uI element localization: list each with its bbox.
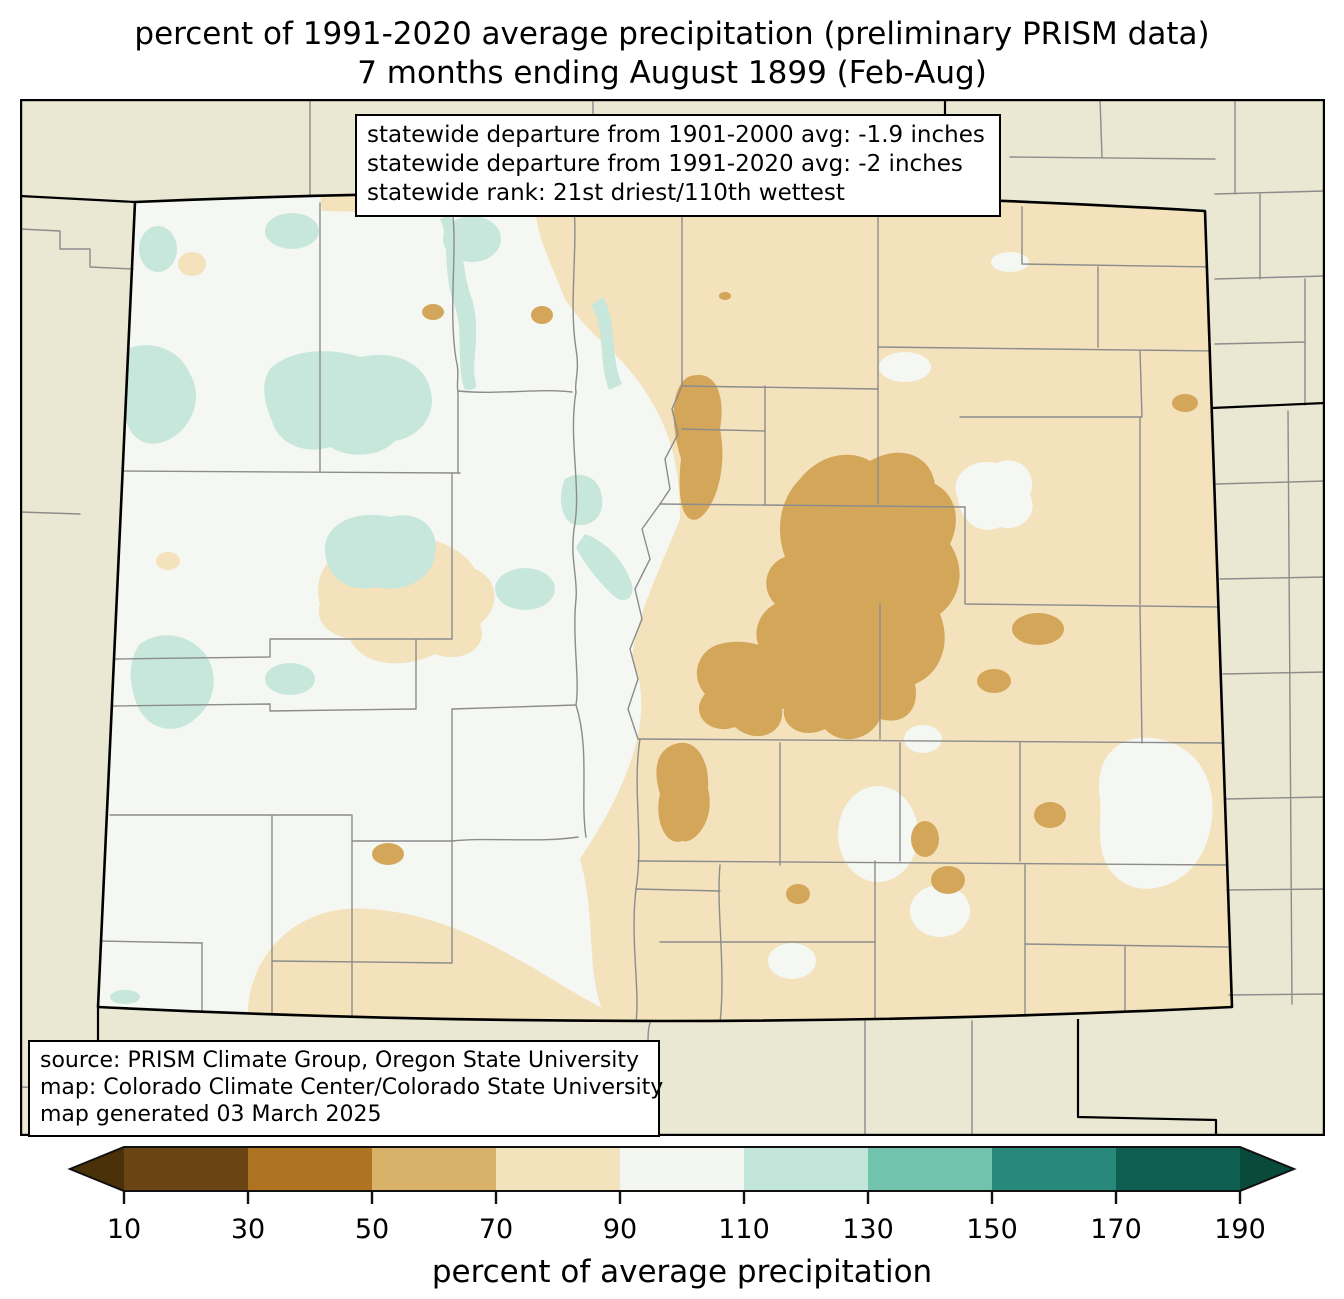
page-title-line2: 7 months ending August 1899 (Feb-Aug) bbox=[357, 55, 987, 91]
mint-patch bbox=[325, 514, 436, 589]
tick-label: 10 bbox=[107, 1214, 141, 1245]
mint-patch bbox=[561, 474, 603, 526]
source-attribution-box: source: PRISM Climate Group, Oregon Stat… bbox=[28, 1040, 664, 1137]
brown-spot bbox=[1034, 802, 1066, 828]
map-panel: statewide departure from 1901-2000 avg: … bbox=[20, 99, 1325, 1137]
colorbar-segment bbox=[620, 1147, 744, 1191]
mint-patch bbox=[265, 663, 315, 695]
tick-label: 30 bbox=[231, 1214, 265, 1245]
tick-label: 190 bbox=[1214, 1214, 1266, 1245]
brown-patch-south bbox=[656, 742, 710, 842]
colorbar-segment bbox=[868, 1147, 992, 1191]
tick-label: 90 bbox=[603, 1214, 637, 1245]
map-credit-line: map: Colorado Climate Center/Colorado St… bbox=[40, 1075, 664, 1100]
tan-spot bbox=[178, 252, 206, 276]
white-hole bbox=[768, 943, 816, 979]
brown-spot bbox=[531, 306, 553, 324]
colorbar-arrow-right bbox=[1240, 1147, 1294, 1191]
colorbar-ticks bbox=[122, 1191, 1242, 1204]
colorbar-segment bbox=[744, 1147, 868, 1191]
colorbar-segment bbox=[248, 1147, 372, 1191]
brown-spot bbox=[422, 304, 444, 320]
brown-spot bbox=[931, 866, 965, 894]
mint-patch-river bbox=[440, 215, 477, 391]
tick-label: 110 bbox=[718, 1214, 770, 1245]
mint-patch bbox=[139, 226, 177, 272]
white-hole bbox=[991, 252, 1029, 272]
stats-line-1991-2020: statewide departure from 1991-2020 avg: … bbox=[367, 151, 963, 177]
source-line: source: PRISM Climate Group, Oregon Stat… bbox=[40, 1048, 640, 1073]
colorbar-segment bbox=[992, 1147, 1116, 1191]
tick-label: 150 bbox=[966, 1214, 1018, 1245]
mint-patch bbox=[495, 568, 555, 610]
tick-label: 170 bbox=[1090, 1214, 1142, 1245]
stats-line-rank: statewide rank: 21st driest/110th wettes… bbox=[367, 180, 845, 206]
colorbar-segment bbox=[372, 1147, 496, 1191]
page-title-line1: percent of 1991-2020 average precipitati… bbox=[134, 16, 1210, 52]
statewide-stats-box: statewide departure from 1901-2000 avg: … bbox=[355, 114, 1001, 217]
colorbar-arrow-left bbox=[70, 1147, 124, 1191]
mint-patch bbox=[110, 990, 140, 1004]
generated-date-line: map generated 03 March 2025 bbox=[40, 1102, 382, 1127]
colorbar-segment bbox=[1116, 1147, 1240, 1191]
brown-spot bbox=[1172, 394, 1198, 412]
brown-spot bbox=[372, 843, 404, 865]
colorbar-segments bbox=[124, 1147, 1240, 1191]
white-hole bbox=[838, 786, 918, 882]
white-hole bbox=[910, 885, 970, 937]
colorbar-legend: 10 30 50 70 90 110 130 150 170 190 perce… bbox=[67, 1146, 1297, 1290]
mint-patch bbox=[591, 297, 622, 390]
colorbar-segment bbox=[124, 1147, 248, 1191]
map-frame bbox=[20, 99, 1325, 1136]
white-hole-southeast bbox=[1098, 737, 1213, 889]
colorbar-segment bbox=[496, 1147, 620, 1191]
brown-spot bbox=[911, 821, 939, 857]
white-hole bbox=[879, 352, 931, 382]
brown-spot bbox=[719, 292, 731, 300]
brown-spot bbox=[977, 669, 1011, 693]
tick-label: 50 bbox=[355, 1214, 389, 1245]
white-hole bbox=[955, 460, 1033, 530]
brown-patch-central-large bbox=[756, 452, 960, 740]
precipitation-fill-regions bbox=[110, 192, 1232, 1021]
brown-patch-front-range bbox=[673, 374, 723, 520]
mint-patch bbox=[576, 534, 633, 601]
tick-label: 130 bbox=[842, 1214, 894, 1245]
colorbar-tick-labels: 10 30 50 70 90 110 130 150 170 190 bbox=[107, 1214, 1266, 1245]
brown-spot bbox=[1012, 613, 1064, 645]
stats-line-1901-2000: statewide departure from 1901-2000 avg: … bbox=[367, 122, 985, 148]
mint-patch bbox=[265, 213, 319, 249]
tan-spot bbox=[156, 552, 180, 570]
tick-label: 70 bbox=[479, 1214, 513, 1245]
colorado-precipitation-map bbox=[20, 99, 1325, 1136]
colorbar-axis-label: percent of average precipitation bbox=[432, 1254, 932, 1290]
brown-spot bbox=[786, 884, 810, 904]
mint-patch bbox=[264, 351, 432, 455]
tan-region-southwest bbox=[247, 908, 642, 1021]
out-of-state-county-lines bbox=[20, 99, 1325, 1136]
mint-patch bbox=[120, 345, 197, 444]
white-hole bbox=[904, 725, 942, 753]
colorado-county-lines bbox=[98, 192, 1229, 1021]
brown-patch-central-west-lobe bbox=[696, 641, 800, 737]
